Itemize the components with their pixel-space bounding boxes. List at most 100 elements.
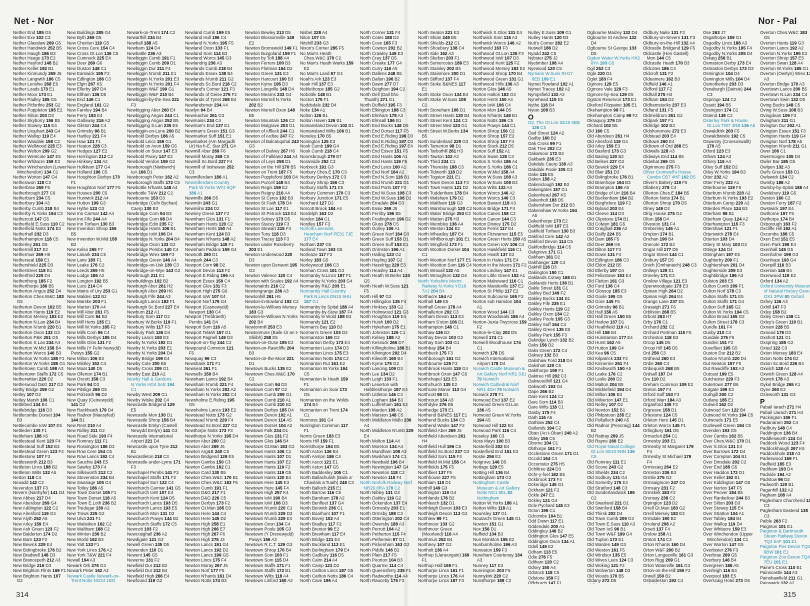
index-entry: Padeswood 169 F1 <box>760 456 798 462</box>
index-entry: New Tredegar 130 A2 <box>67 505 110 511</box>
index-entry: Ogbourne St Andrew 132 D4 <box>587 35 637 46</box>
index-entry: Nybster 275 J2 <box>528 55 558 61</box>
index-entry: Newtown Linford 160 A2 <box>245 578 293 584</box>
index-entry: Newport (Trefdraeth) Pembs 141 D4 <box>185 314 226 325</box>
index-entry: Newby West 209 G1 <box>127 392 168 398</box>
index-entry: Over Dinsdale 202 C2 <box>703 459 747 465</box>
index-entry: Northam Devon 113 E3 <box>418 314 464 320</box>
index-entry: Nuffield 134 B3 <box>473 531 504 537</box>
index-entry: Nethermuir 269 H6 <box>13 252 51 258</box>
index-entry: Nuneaton 159 F3 <box>473 547 508 553</box>
index-entry: Occlestone Green 171 D1 <box>528 451 579 457</box>
index-entry: Normanton on Trent 174 C1 <box>300 407 348 418</box>
index-entry: Oxenhall 145 G5 <box>760 247 794 253</box>
index-entry: Overgreen 186 A5 <box>703 562 739 568</box>
index-entry: Old Gore 145 F5 <box>587 299 620 304</box>
index-entry: North Middleton Midlo 236 A4 <box>360 418 412 429</box>
index-entry: New Abbey 217 D4 <box>13 495 51 501</box>
index-entry: North End Essex 151 F5 <box>360 148 408 154</box>
index-entry: Orton Longueville 161 G3 <box>643 552 694 558</box>
index-entry: Norton Heath 137 E2 <box>473 252 515 258</box>
index-entry: Orrell Gt.Man 183 G2 <box>643 505 686 511</box>
index-entry: North Dalton 196 B2 <box>360 76 400 82</box>
index-entry: Notting Hill 136 B4 <box>473 469 510 475</box>
index-entry: Newtonairds 216 C2 <box>245 283 285 289</box>
index-entry: Northwood Mersey 183 E2 <box>473 66 526 72</box>
index-entry: Old Bolingbroke 176 B1 <box>587 174 634 180</box>
section-letter: O <box>528 112 534 122</box>
index-entry: Ouston N'umb 220 D4 <box>703 355 747 361</box>
index-entry: Oyne 260 E2 <box>760 386 786 392</box>
index-entry: Ovington Hants 119 G4 <box>760 133 806 139</box>
index-entry: Obthorpe 161 F1 <box>528 446 562 452</box>
index-entry: Ovington Essex 151 F3 <box>760 128 806 134</box>
index-entry: Osgathorpe 159 G1 <box>703 35 742 41</box>
index-entry: Newtown Hants 119 G5 <box>245 469 292 475</box>
index-entry: North Brentor 99 E2 <box>300 526 340 532</box>
index-entry: Old Somerby 175 E4 <box>587 480 628 486</box>
index-entry: Old Malton 204 B5 <box>587 381 624 387</box>
index-entry: Oldbury Naite 131 F3 <box>643 30 685 35</box>
index-entry: Padfield 185 E3 <box>760 461 792 467</box>
index-column-content: New Buildings 285 G4 New Byth 269 G5 New C… <box>67 30 121 584</box>
index-entry: Over Ches.W&C 170 D1 <box>703 438 751 444</box>
index-entry: Onllwyn 129 E1 <box>643 267 674 273</box>
index-entry: Ord 256 C3 <box>643 350 666 356</box>
index-entry: Newburgh Aber 261 H2 <box>127 283 173 289</box>
index-entry: Newlands N'umb 211 G2 <box>185 76 234 82</box>
index-entry: Old Colwyn 181 G5 <box>587 221 626 227</box>
index-entry: Over Tabley 184 B4 <box>703 516 742 522</box>
index-entry: Osmotherley 203 D3 <box>703 81 744 87</box>
index-entry: Norton Stock 212 D5 <box>473 143 514 149</box>
index-entry: Newthorpe Notts 173 F3 <box>185 428 233 434</box>
index-entry: Newton Flotman 164 D2 <box>245 66 293 72</box>
index-entry: Newton High 258 E1 <box>185 521 226 527</box>
index-entry: New Houghton Derbys 173 F1 <box>67 174 120 185</box>
index-entry: Paignton 101 E1 <box>760 523 793 529</box>
index-entry: New Bridge 216 D3 <box>13 562 52 568</box>
index-column-11: Ogbourne Maizey 132 D4 Ogbourne St Andrew… <box>587 30 641 584</box>
index-entry: New Mills Corn 96 C4 <box>67 330 110 336</box>
index-entry: North Burlingham 179 E4 <box>300 547 350 553</box>
index-entry: Norwich 178 D5 <box>473 350 505 356</box>
index-entry: Netherton Ches.W&C 183 G5 <box>13 293 64 304</box>
index-entry: Owermoigne 105 D4 <box>760 154 801 160</box>
index-entry: Norwood End 137 E2 <box>473 397 515 403</box>
index-entry: Pabail Uarach 271 H4 <box>760 409 804 415</box>
index-entry: Old Hutton 199 G4 <box>587 345 624 351</box>
index-entry: Newton St Petrock 113 E4 <box>245 211 297 217</box>
index-entry: North Rauceby 175 F3 <box>360 578 405 584</box>
index-entry: Norton sub Hamdon 104 A1 <box>473 299 521 310</box>
index-column-content: North Corner 131 F4 North Cotes 188 D2 Nor… <box>360 30 414 584</box>
index-entry: Oulton Street 178 C3 <box>703 319 745 325</box>
index-entry: Owlswick 134 C2 <box>760 174 794 180</box>
index-entry: New Luce 214 C4 <box>67 283 102 289</box>
index-entry: Newcastle Shrop 156 B4 <box>127 418 176 423</box>
index-entry: Old Heathfield 110 A1 <box>587 324 630 330</box>
index-entry: Oaklands Herts 136 B1 <box>528 280 574 286</box>
index-entry: Newmachar 261 G3 <box>185 112 225 118</box>
index-entry: North Buckland 113 E1 <box>300 542 346 548</box>
index-entry: Oldridge 102 B3 <box>643 123 675 129</box>
index-entry: Northmoor 133 G2 <box>418 521 455 527</box>
index-entry: Opinan High 264 E4 <box>643 293 683 299</box>
index-entry: Newton Regis 159 E2 <box>245 185 288 191</box>
index-entry: Old Milton 106 B3 <box>587 392 622 398</box>
index-entry: Oakfordbridge 114 C5 <box>528 244 572 250</box>
index-entry: Orsett 137 F4 <box>643 526 670 532</box>
index-entry: New Arley 159 E4 <box>13 521 48 527</box>
index-entry: Newby Wiske 202 C4 <box>127 397 170 403</box>
index-entry-attraction: Newby Hall & Gardens N.Yorks HG4 5AE 194… <box>127 376 175 392</box>
index-entry: North Killingholme 188 B1 <box>360 345 411 351</box>
index-entry: New Ferry 183 E4 <box>67 112 103 118</box>
index-entry: Owler Bar 185 G5 <box>760 159 796 165</box>
index-entry: Nostie 256 E2 <box>473 454 501 460</box>
index-entry: Orford Suff 153 F3 <box>643 392 680 398</box>
index-entry: Outlane 185 E1 <box>703 397 734 403</box>
index-entry: Norton W.Mid 158 A4 <box>473 169 515 175</box>
index-entry: Netherstreet 118 B1 <box>13 267 53 273</box>
index-entry: Oykel Bridge 265 K1 <box>760 381 801 387</box>
index-entry: Nutley E.Suss 109 G1 <box>528 30 572 35</box>
index-entry: Old Byland 203 E4 <box>587 205 624 211</box>
index-entry: Oborne 104 C1 <box>528 440 559 446</box>
